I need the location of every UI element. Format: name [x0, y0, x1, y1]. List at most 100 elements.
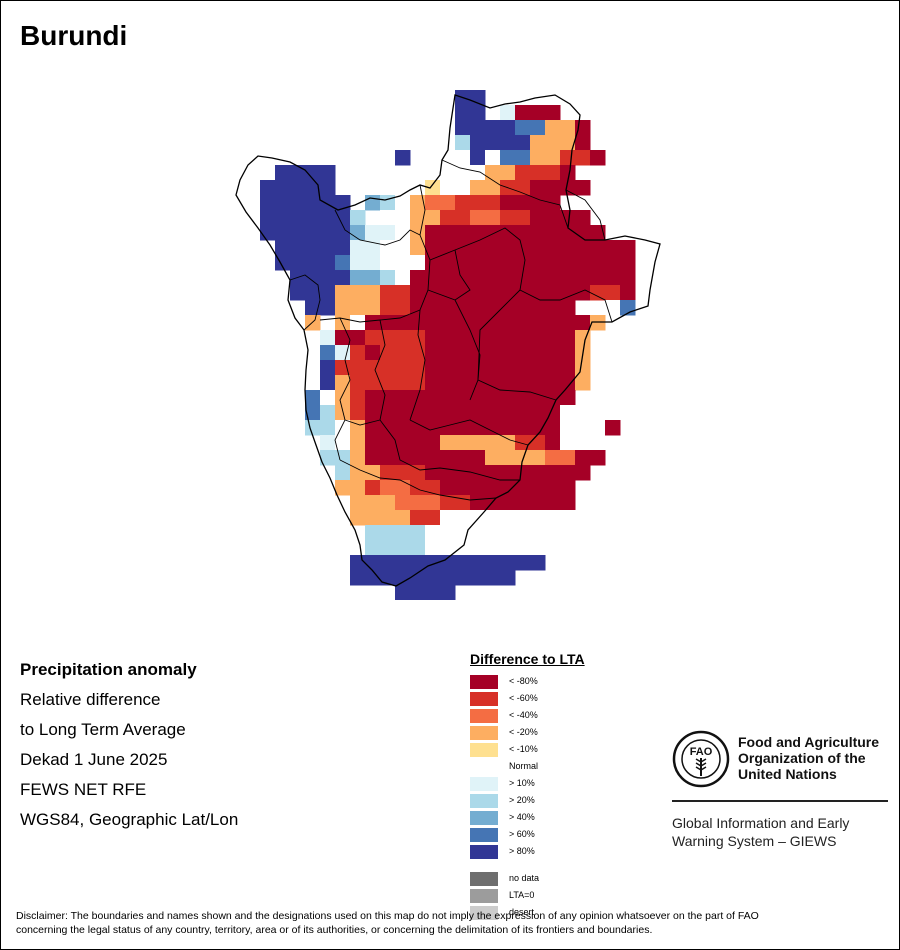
- anomaly-cell: [470, 150, 486, 166]
- legend-label: > 40%: [509, 812, 535, 822]
- anomaly-cell: [320, 345, 336, 361]
- anomaly-cell: [365, 315, 381, 331]
- anomaly-cell: [500, 210, 516, 226]
- legend-label: Normal: [509, 761, 539, 771]
- anomaly-cell: [410, 435, 426, 451]
- fao-name-line2: Organization of the: [738, 750, 866, 766]
- anomaly-cell: [380, 255, 396, 271]
- anomaly-cell: [410, 585, 426, 600]
- anomaly-cell: [590, 285, 606, 301]
- anomaly-cell: [500, 525, 516, 541]
- anomaly-cell: [290, 225, 306, 241]
- anomaly-cell: [410, 375, 426, 391]
- anomaly-cell: [440, 570, 456, 586]
- anomaly-cell: [350, 435, 366, 451]
- anomaly-cell: [545, 330, 561, 346]
- anomaly-cell: [515, 435, 531, 451]
- anomaly-cell: [335, 480, 351, 496]
- anomaly-cell: [530, 375, 546, 391]
- anomaly-cell: [395, 465, 411, 481]
- anomaly-cell: [575, 240, 591, 256]
- anomaly-cell: [395, 345, 411, 361]
- province-line: [319, 309, 421, 323]
- anomaly-cell: [515, 195, 531, 211]
- anomaly-cell: [425, 180, 441, 196]
- anomaly-cell: [380, 495, 396, 511]
- anomaly-cell: [470, 525, 486, 541]
- anomaly-cell: [380, 450, 396, 466]
- anomaly-cell: [470, 420, 486, 436]
- anomaly-cell: [485, 450, 501, 466]
- anomaly-cell: [575, 360, 591, 376]
- anomaly-cell: [320, 165, 336, 181]
- anomaly-cell: [365, 225, 381, 241]
- anomaly-cell: [305, 300, 321, 316]
- anomaly-cell: [515, 285, 531, 301]
- legend-item: no data: [470, 870, 585, 887]
- anomaly-cell: [275, 240, 291, 256]
- anomaly-cell: [560, 420, 576, 436]
- anomaly-cell: [500, 480, 516, 496]
- anomaly-cell: [320, 450, 336, 466]
- anomaly-cell: [530, 165, 546, 181]
- anomaly-cell: [425, 315, 441, 331]
- anomaly-cell: [530, 540, 546, 556]
- anomaly-cell: [455, 405, 471, 421]
- anomaly-cell: [605, 255, 621, 271]
- anomaly-cell: [455, 435, 471, 451]
- anomaly-cell: [485, 480, 501, 496]
- anomaly-cell: [515, 465, 531, 481]
- anomaly-cell: [425, 525, 441, 541]
- anomaly-cell: [320, 210, 336, 226]
- anomaly-cell: [470, 165, 486, 181]
- anomaly-cell: [335, 390, 351, 406]
- info-projection: WGS84, Geographic Lat/Lon: [20, 810, 239, 829]
- anomaly-cell: [500, 465, 516, 481]
- legend-classes: < -80% < -60% < -40% < -20% < -10% Normal > 10…: [470, 673, 585, 860]
- anomaly-cell: [560, 360, 576, 376]
- anomaly-cell: [545, 180, 561, 196]
- anomaly-cell: [395, 435, 411, 451]
- anomaly-cell: [410, 330, 426, 346]
- anomaly-cell: [455, 390, 471, 406]
- anomaly-cell: [620, 255, 636, 271]
- anomaly-cell: [545, 210, 561, 226]
- anomaly-cell: [500, 375, 516, 391]
- anomaly-cell: [545, 255, 561, 271]
- anomaly-cell: [440, 165, 456, 181]
- anomaly-cell: [365, 435, 381, 451]
- anomaly-cell: [545, 165, 561, 181]
- anomaly-cell: [395, 315, 411, 331]
- anomaly-cell: [560, 285, 576, 301]
- anomaly-cell: [380, 300, 396, 316]
- anomaly-cell: [425, 480, 441, 496]
- anomaly-cell: [335, 345, 351, 361]
- anomaly-cell: [380, 225, 396, 241]
- anomaly-cell: [425, 510, 441, 526]
- anomaly-cell: [545, 435, 561, 451]
- anomaly-cell: [530, 255, 546, 271]
- anomaly-cell: [380, 390, 396, 406]
- anomaly-cell: [500, 495, 516, 511]
- anomaly-cell: [320, 285, 336, 301]
- anomaly-cell: [455, 480, 471, 496]
- province-line: [409, 184, 431, 421]
- anomaly-cell: [500, 420, 516, 436]
- anomaly-cell: [545, 105, 561, 121]
- anomaly-cell: [605, 270, 621, 286]
- anomaly-cell: [350, 390, 366, 406]
- anomaly-cell: [275, 180, 291, 196]
- legend-swatch: [470, 906, 498, 920]
- info-source: FEWS NET RFE: [20, 780, 147, 799]
- anomaly-cell: [455, 240, 471, 256]
- anomaly-cell: [350, 405, 366, 421]
- anomaly-cell: [455, 525, 471, 541]
- anomaly-cell: [365, 480, 381, 496]
- anomaly-cell: [395, 495, 411, 511]
- anomaly-cell: [380, 435, 396, 451]
- anomaly-cell: [500, 570, 516, 586]
- anomaly-cell: [530, 300, 546, 316]
- anomaly-cell: [545, 345, 561, 361]
- anomaly-cell: [395, 405, 411, 421]
- anomaly-cell: [350, 255, 366, 271]
